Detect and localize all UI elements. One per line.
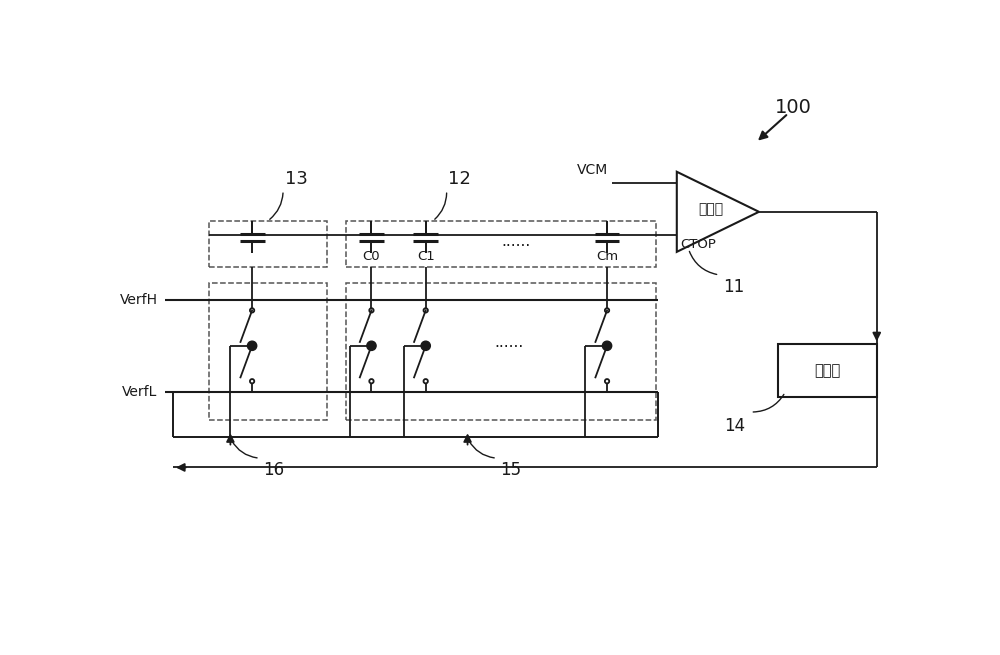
Text: 比较器: 比较器: [699, 202, 724, 215]
Circle shape: [421, 341, 430, 350]
Text: CTOP: CTOP: [680, 238, 716, 251]
Text: C1: C1: [417, 250, 435, 263]
Text: Cm: Cm: [596, 250, 618, 263]
Text: 100: 100: [775, 98, 811, 117]
Text: VerfH: VerfH: [120, 293, 158, 307]
Circle shape: [602, 341, 612, 350]
Bar: [346, 283, 656, 420]
Bar: [346, 221, 656, 267]
Text: 14: 14: [724, 417, 745, 435]
Text: 控制器: 控制器: [814, 363, 840, 378]
Text: 15: 15: [500, 461, 521, 479]
Text: VerfL: VerfL: [122, 385, 158, 399]
Bar: [209, 283, 326, 420]
Text: 11: 11: [723, 278, 745, 296]
Circle shape: [247, 341, 257, 350]
Text: ......: ......: [494, 335, 523, 350]
Polygon shape: [677, 172, 759, 252]
Text: 13: 13: [285, 170, 308, 188]
Text: VCM: VCM: [577, 163, 609, 177]
Text: C0: C0: [363, 250, 380, 263]
Circle shape: [367, 341, 376, 350]
Text: 12: 12: [448, 170, 471, 188]
Bar: [778, 345, 877, 397]
Bar: [209, 221, 326, 267]
Text: ......: ......: [502, 234, 531, 250]
Text: 16: 16: [263, 461, 284, 479]
